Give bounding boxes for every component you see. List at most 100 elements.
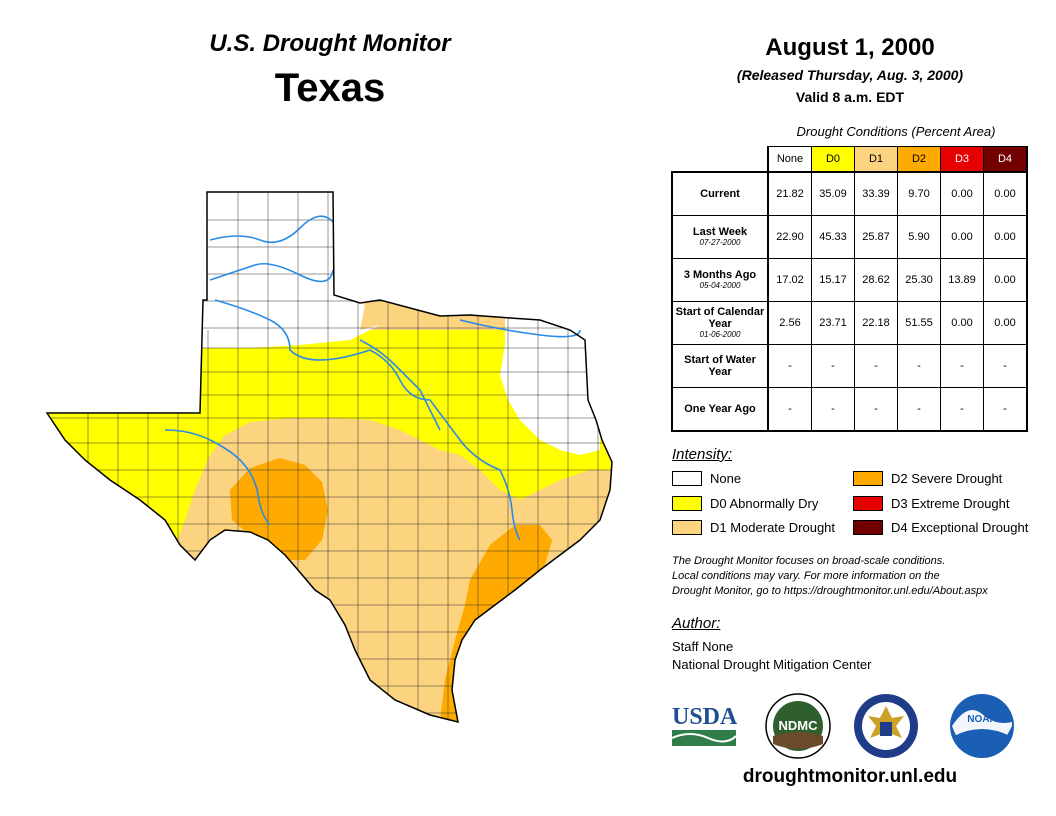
cell: 5.90	[897, 215, 941, 259]
cell: 0.00	[983, 171, 1028, 216]
legend-label: D2 Severe Drought	[891, 471, 1003, 486]
legend-swatch	[853, 496, 883, 511]
disclaimer: The Drought Monitor focuses on broad-sca…	[672, 554, 1042, 599]
col-d4: D4	[983, 146, 1028, 173]
col-d2: D2	[897, 146, 941, 173]
cell: 25.87	[854, 215, 898, 259]
cell: -	[940, 344, 984, 388]
cell: 45.33	[811, 215, 855, 259]
cell: 51.55	[897, 301, 941, 345]
cell: -	[811, 387, 855, 432]
row-label: Start of Calendar Year 01-06-2000	[671, 301, 769, 345]
legend-item-none: None	[672, 471, 741, 486]
none-area-northeast	[500, 318, 600, 455]
texas-drought-map	[46, 191, 613, 723]
row-label-text: Last Week	[692, 226, 748, 238]
legend-item-d4: D4 Exceptional Drought	[853, 520, 1028, 535]
ndmc-logo-text: NDMC	[779, 718, 819, 733]
website-link[interactable]: droughtmonitor.unl.edu	[742, 766, 958, 787]
author-org: National Drought Mitigation Center	[672, 657, 872, 672]
author-name: Staff None	[672, 639, 734, 654]
legend-swatch	[853, 471, 883, 486]
cell: 15.17	[811, 258, 855, 302]
table-row-start-water-year: Start of Water Year - - - - - -	[671, 344, 1028, 388]
table-corner	[672, 146, 768, 173]
legend-item-d1: D1 Moderate Drought	[672, 520, 835, 535]
disclaimer-line: Drought Monitor, go to https://droughtmo…	[672, 585, 988, 597]
row-label: Current	[671, 171, 769, 216]
ndmc-logo-soil	[773, 732, 823, 749]
row-label-text: Start of Calendar Year	[675, 306, 765, 330]
table-row-start-calendar-year: Start of Calendar Year 01-06-2000 2.56 23…	[671, 301, 1028, 345]
table-header-row: None D0 D1 D2 D3 D4	[672, 146, 1028, 173]
legend-swatch	[853, 520, 883, 535]
cell: 25.30	[897, 258, 941, 302]
usda-logo: USDA	[671, 704, 738, 746]
col-d1: D1	[854, 146, 898, 173]
legend-label: D4 Exceptional Drought	[891, 520, 1029, 535]
legend-label: None	[710, 471, 742, 486]
cell: -	[897, 387, 941, 432]
col-d0: D0	[811, 146, 855, 173]
cell: -	[767, 387, 812, 432]
disclaimer-line: The Drought Monitor focuses on broad-sca…	[672, 555, 946, 567]
row-label-text: Current	[700, 188, 740, 200]
legend-item-d3: D3 Extreme Drought	[853, 496, 1010, 511]
cell: -	[854, 387, 898, 432]
noaa-logo-wave	[954, 729, 1010, 756]
cell: -	[983, 387, 1028, 432]
d2-area-coast	[440, 525, 552, 722]
table-row-3-months-ago: 3 Months Ago 05-04-2000 17.02 15.17 28.62…	[671, 258, 1028, 302]
row-label: One Year Ago	[671, 387, 769, 432]
cell: 35.09	[811, 171, 855, 216]
cell: 21.82	[767, 171, 812, 216]
cell: -	[854, 344, 898, 388]
row-label-text: Start of Water Year	[684, 354, 756, 378]
cell: 23.71	[811, 301, 855, 345]
shield-icon	[880, 722, 892, 736]
row-label: Last Week 07-27-2000	[671, 215, 769, 259]
cell: 2.56	[767, 301, 812, 345]
usda-logo-text: USDA	[672, 704, 738, 730]
ndmc-logo: NDMC	[765, 693, 831, 759]
cell: -	[811, 344, 855, 388]
table-row-current: Current 21.82 35.09 33.39 9.70 0.00 0.00	[671, 171, 1028, 216]
cell: 0.00	[940, 215, 984, 259]
legend-label: D1 Moderate Drought	[710, 520, 836, 535]
row-sublabel: 07-27-2000	[699, 238, 741, 247]
cell: 13.89	[940, 258, 984, 302]
usda-logo-band	[672, 730, 736, 746]
table-row-one-year-ago: One Year Ago - - - - - -	[671, 387, 1028, 432]
cell: 17.02	[767, 258, 812, 302]
release-date: (Released Thursday, Aug. 3, 2000)	[736, 67, 964, 83]
row-label-text: 3 Months Ago	[683, 269, 757, 281]
cell: 22.18	[854, 301, 898, 345]
legend-item-d2: D2 Severe Drought	[853, 471, 1002, 486]
cell: -	[940, 387, 984, 432]
col-none: None	[767, 146, 812, 173]
legend-label: D3 Extreme Drought	[891, 496, 1010, 511]
row-label-text: One Year Ago	[684, 403, 756, 415]
row-label: Start of Water Year	[671, 344, 769, 388]
cell: 0.00	[940, 301, 984, 345]
author-title: Author:	[672, 615, 721, 632]
row-sublabel: 01-06-2000	[699, 330, 741, 339]
col-d3: D3	[940, 146, 984, 173]
usda-logo-swoosh	[671, 733, 737, 743]
legend-swatch	[672, 471, 702, 486]
noaa-logo: NOAA	[950, 694, 1014, 758]
map-date: August 1, 2000	[765, 34, 935, 61]
cell: 0.00	[983, 301, 1028, 345]
noaa-logo-text: NOAA	[967, 714, 996, 725]
cell: -	[767, 344, 812, 388]
monitor-title: U.S. Drought Monitor	[209, 30, 451, 57]
legend-label: D0 Abnormally Dry	[710, 496, 819, 511]
cell: 28.62	[854, 258, 898, 302]
table-row-last-week: Last Week 07-27-2000 22.90 45.33 25.87 5.…	[671, 215, 1028, 259]
row-label: 3 Months Ago 05-04-2000	[671, 258, 769, 302]
legend-swatch	[672, 520, 702, 535]
cell: -	[983, 344, 1028, 388]
table-caption: Drought Conditions (Percent Area)	[796, 124, 996, 139]
cell: -	[897, 344, 941, 388]
cell: 0.00	[940, 171, 984, 216]
